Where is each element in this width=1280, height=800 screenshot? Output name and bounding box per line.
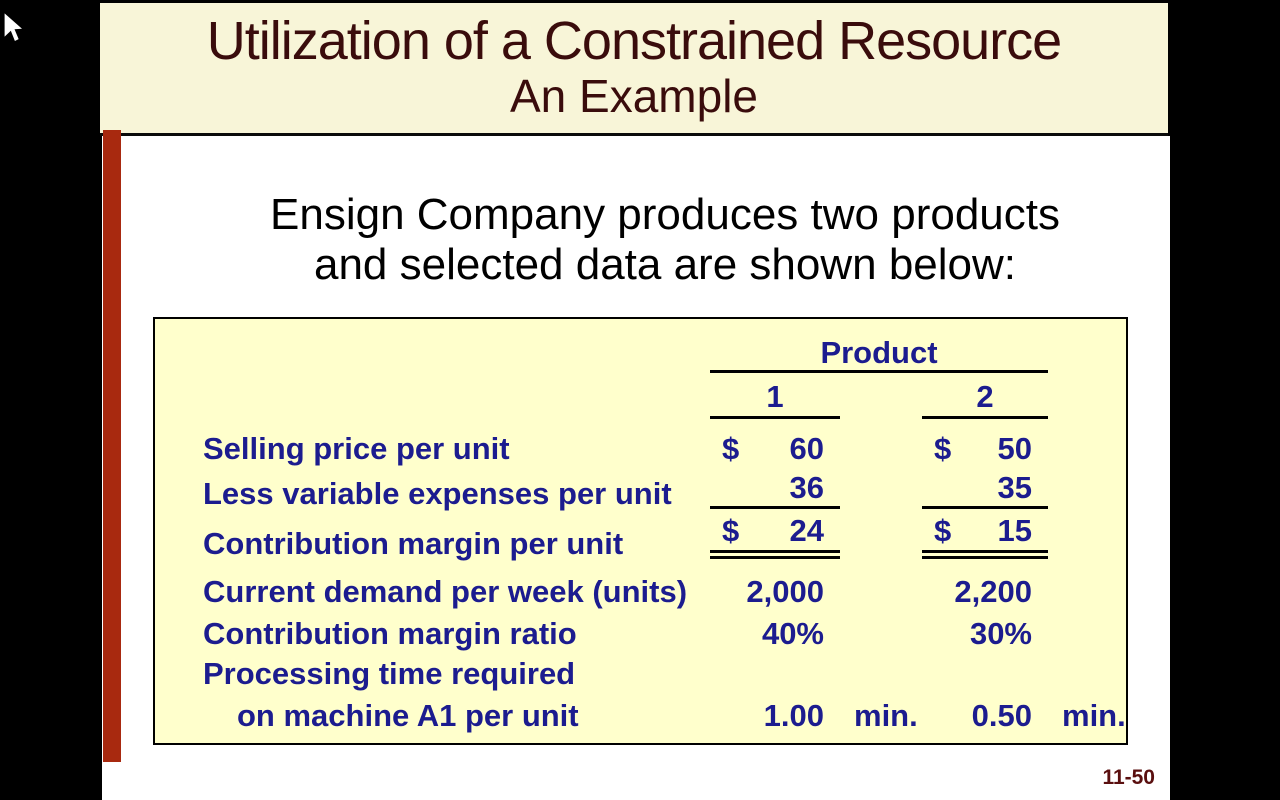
table-row: Selling price per unit $ 60 $ 50 [203,419,1126,464]
slide-title: Utilization of a Constrained Resource [206,11,1062,71]
table-row: Contribution margin ratio 40% 30% [203,607,1126,649]
accent-bar [103,130,121,762]
mouse-cursor-icon [3,11,25,43]
value-cell: 35 [922,472,1048,509]
value: 24 [789,513,824,548]
currency-symbol: $ [934,431,952,466]
row-label: Processing time required [203,656,576,691]
page-number: 11-50 [1102,766,1155,789]
body-text: Ensign Company produces two products and… [170,190,1160,290]
unit-label: min. [1062,698,1126,733]
slide-title-bar: Utilization of a Constrained Resource An… [100,3,1168,136]
value-cell: $ 15 [922,515,1048,559]
value-cell: $ 24 [710,515,840,559]
value: 15 [997,513,1032,548]
value-cell: 40% [761,616,824,651]
table-row: on machine A1 per unit 1.00 min. 0.50 mi… [203,689,1126,731]
table-row: Current demand per week (units) 2,000 2,… [203,559,1126,607]
row-label: on machine A1 per unit [237,698,579,733]
table-col-header-2: 2 [922,381,1048,419]
currency-symbol: $ [722,431,740,466]
row-label: Contribution margin per unit [203,526,624,561]
unit-label: min. [854,698,918,733]
table-group-header: Product [710,337,1048,373]
row-label: Contribution margin ratio [203,616,577,651]
row-label: Selling price per unit [203,431,510,466]
slide-subtitle: An Example [509,70,758,122]
table-column-header-row: 1 2 [203,373,1126,419]
value-cell: 30% [969,616,1032,651]
currency-symbol: $ [722,513,740,548]
currency-symbol: $ [934,513,952,548]
table-row: Less variable expenses per unit 36 35 [203,464,1126,509]
data-table: Product 1 2 Selling price per unit $ 60 … [153,317,1128,745]
value-cell: 2,200 [954,574,1032,609]
body-text-line2: and selected data are shown below: [313,240,1017,289]
table-row: Processing time required [203,649,1126,689]
body-text-line1: Ensign Company produces two products [270,190,1060,239]
value: 50 [997,431,1032,466]
table-col-header-1: 1 [710,381,840,419]
table-group-header-row: Product [203,329,1126,373]
row-label: Current demand per week (units) [203,574,688,609]
row-label: Less variable expenses per unit [203,476,672,511]
value-cell: 0.50 [971,698,1032,733]
value-cell: $ 50 [922,433,1048,464]
value-cell: 2,000 [746,574,824,609]
value-cell: $ 60 [710,433,840,464]
value-cell: 1.00 [763,698,824,733]
value: 60 [789,431,824,466]
value-cell: 36 [710,472,840,509]
table-row: Contribution margin per unit $ 24 $ 15 [203,509,1126,559]
